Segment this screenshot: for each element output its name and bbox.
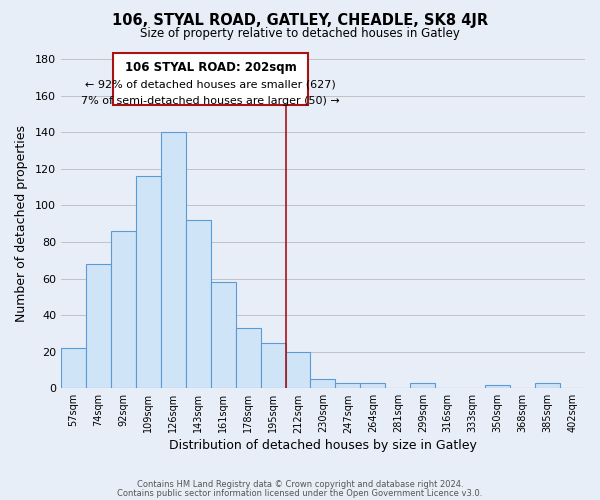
Text: ← 92% of detached houses are smaller (627): ← 92% of detached houses are smaller (62…: [85, 79, 336, 89]
Bar: [236, 328, 260, 388]
Bar: [211, 282, 236, 389]
Text: Contains public sector information licensed under the Open Government Licence v3: Contains public sector information licen…: [118, 488, 482, 498]
Bar: [335, 383, 361, 388]
Bar: [260, 342, 286, 388]
Text: 106, STYAL ROAD, GATLEY, CHEADLE, SK8 4JR: 106, STYAL ROAD, GATLEY, CHEADLE, SK8 4J…: [112, 12, 488, 28]
Bar: [410, 383, 435, 388]
Text: 7% of semi-detached houses are larger (50) →: 7% of semi-detached houses are larger (5…: [81, 96, 340, 106]
Bar: [361, 383, 385, 388]
Bar: [111, 231, 136, 388]
Text: Size of property relative to detached houses in Gatley: Size of property relative to detached ho…: [140, 28, 460, 40]
X-axis label: Distribution of detached houses by size in Gatley: Distribution of detached houses by size …: [169, 440, 477, 452]
Bar: [485, 384, 510, 388]
Bar: [535, 383, 560, 388]
Y-axis label: Number of detached properties: Number of detached properties: [15, 125, 28, 322]
Bar: [161, 132, 186, 388]
Bar: [310, 379, 335, 388]
Bar: [61, 348, 86, 389]
Bar: [186, 220, 211, 388]
Bar: [286, 352, 310, 389]
Text: Contains HM Land Registry data © Crown copyright and database right 2024.: Contains HM Land Registry data © Crown c…: [137, 480, 463, 489]
FancyBboxPatch shape: [113, 54, 308, 104]
Bar: [86, 264, 111, 388]
Text: 106 STYAL ROAD: 202sqm: 106 STYAL ROAD: 202sqm: [125, 60, 296, 74]
Bar: [136, 176, 161, 388]
